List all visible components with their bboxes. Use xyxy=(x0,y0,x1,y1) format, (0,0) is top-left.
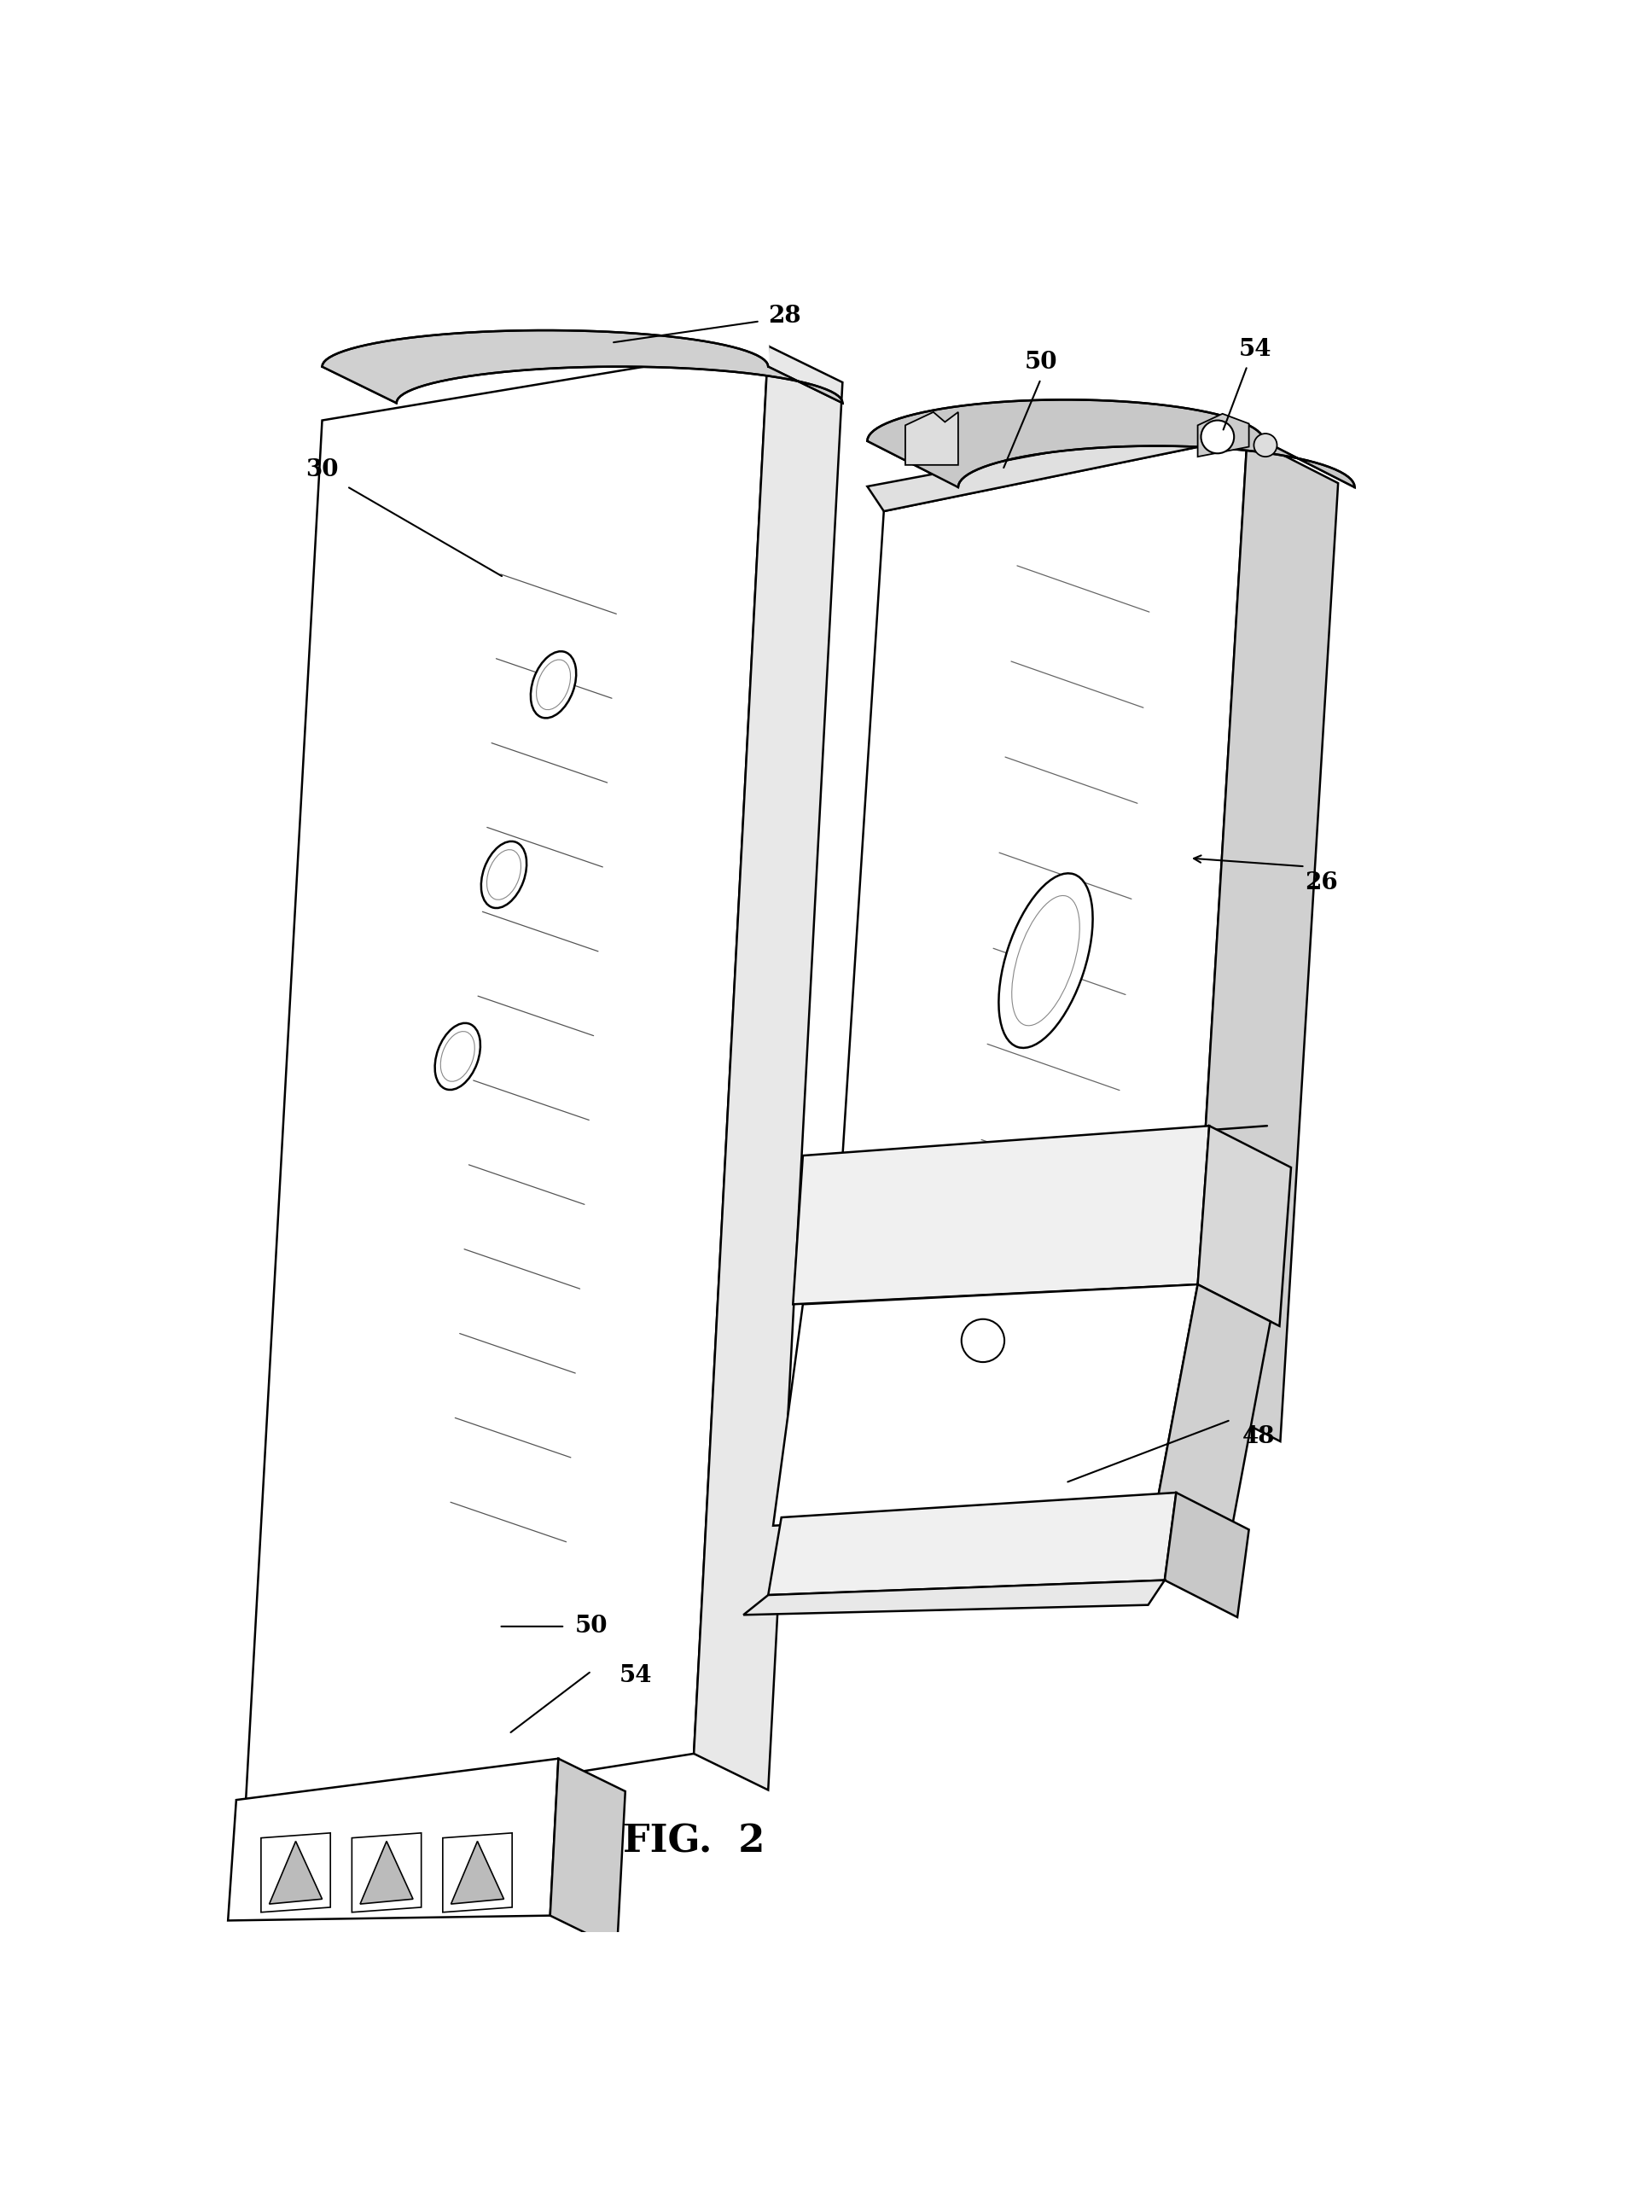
Polygon shape xyxy=(768,1493,1176,1595)
Polygon shape xyxy=(1165,1493,1249,1617)
Ellipse shape xyxy=(530,650,577,719)
Polygon shape xyxy=(228,1759,558,1920)
Text: 54: 54 xyxy=(1239,338,1272,361)
Polygon shape xyxy=(1189,438,1338,1442)
Polygon shape xyxy=(1156,1285,1270,1542)
Ellipse shape xyxy=(434,1024,481,1091)
Ellipse shape xyxy=(481,841,527,909)
Polygon shape xyxy=(360,1840,413,1905)
Circle shape xyxy=(961,1318,1004,1363)
Polygon shape xyxy=(1198,1126,1292,1325)
Polygon shape xyxy=(352,1834,421,1911)
Polygon shape xyxy=(443,1834,512,1911)
Polygon shape xyxy=(550,1759,624,1949)
Polygon shape xyxy=(244,345,768,1825)
Text: 26: 26 xyxy=(1305,872,1338,894)
Polygon shape xyxy=(269,1840,322,1905)
Polygon shape xyxy=(867,411,1264,511)
Polygon shape xyxy=(905,411,958,465)
Text: 50: 50 xyxy=(1024,352,1057,374)
Polygon shape xyxy=(823,438,1247,1467)
Polygon shape xyxy=(743,1579,1165,1615)
Circle shape xyxy=(1201,420,1234,453)
Polygon shape xyxy=(1198,414,1249,456)
Text: 28: 28 xyxy=(768,305,801,327)
Text: 48: 48 xyxy=(1242,1425,1275,1449)
Text: 50: 50 xyxy=(575,1615,608,1637)
Polygon shape xyxy=(793,1126,1209,1305)
Polygon shape xyxy=(694,345,843,1790)
Polygon shape xyxy=(867,400,1355,487)
Ellipse shape xyxy=(999,874,1092,1048)
Polygon shape xyxy=(322,330,843,403)
Text: 30: 30 xyxy=(306,458,339,482)
Polygon shape xyxy=(451,1840,504,1905)
Polygon shape xyxy=(773,1285,1198,1526)
Polygon shape xyxy=(261,1834,330,1911)
Circle shape xyxy=(1254,434,1277,456)
Text: FIG.  2: FIG. 2 xyxy=(623,1823,765,1860)
Text: 54: 54 xyxy=(620,1663,653,1688)
